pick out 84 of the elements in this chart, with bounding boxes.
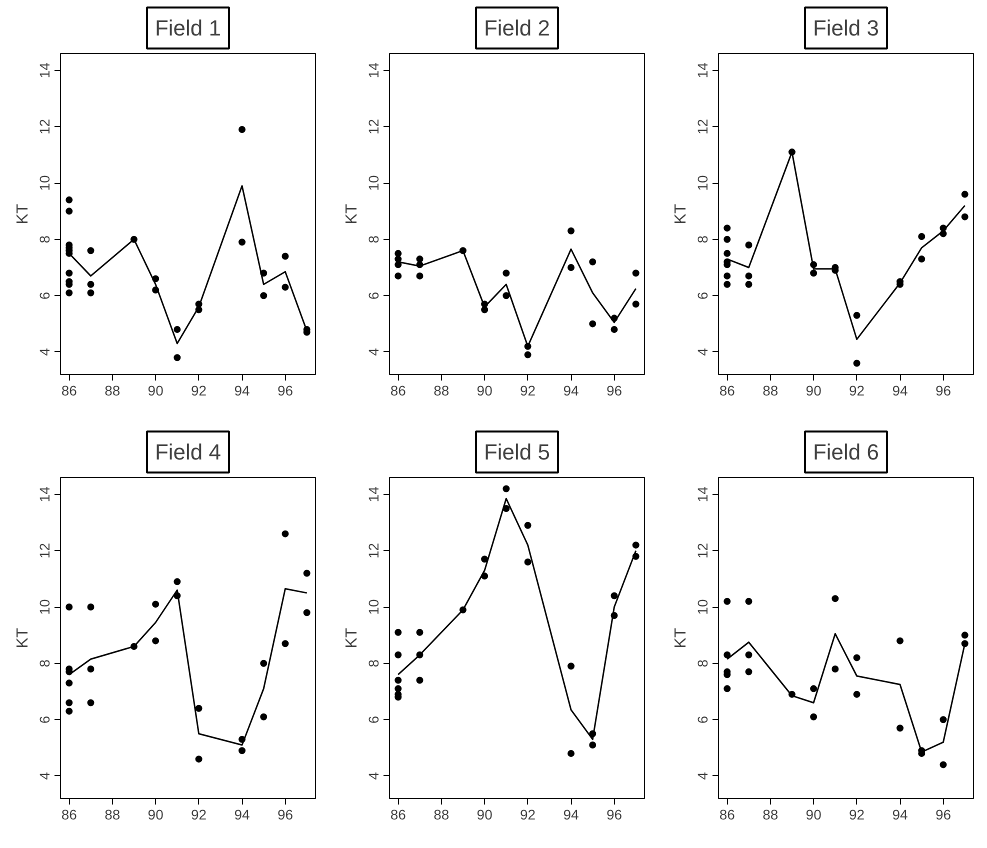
y-tick-label: 10 [36,175,52,191]
x-tick-label: 94 [563,806,580,822]
y-tick-label: 12 [36,118,52,134]
y-tick-label: 4 [36,348,52,356]
x-tick-label: 94 [892,806,908,822]
y-tick-label: 8 [36,235,52,244]
x-tick-label: 86 [61,382,78,398]
x-tick-label: 92 [520,806,536,822]
x-tick-label: 94 [892,382,908,398]
x-tick-label: 92 [191,806,207,822]
x-tick-label: 88 [434,806,450,822]
y-tick-label: 4 [366,348,382,356]
x-tick-label: 90 [806,806,822,822]
chart-title: Field 5 [484,440,550,464]
y-tick-label: 4 [694,348,710,356]
x-tick-label: 96 [606,806,622,822]
x-tick-label: 96 [277,382,294,398]
y-axis-title: KT [14,204,32,224]
x-tick-label: 92 [520,382,536,398]
y-axis-title: KT [344,628,360,648]
chart-title: Field 4 [154,440,222,464]
x-tick-label: 90 [148,382,164,398]
x-tick-label: 90 [148,806,164,822]
y-tick-label: 10 [366,599,382,615]
y-tick-label: 8 [694,235,710,244]
y-axis-title: KT [344,204,360,224]
y-tick-label: 6 [694,292,710,300]
y-tick-label: 12 [694,118,710,134]
x-tick-label: 90 [806,382,822,398]
x-tick-label: 96 [277,806,294,822]
y-tick-label: 8 [366,659,382,668]
y-tick-label: 8 [36,659,52,668]
y-tick-label: 14 [36,62,52,78]
y-tick-label: 8 [366,235,382,244]
y-tick-label: 8 [694,659,710,668]
x-tick-label: 88 [104,806,120,822]
y-tick-label: 6 [694,716,710,724]
x-tick-label: 88 [762,382,778,398]
x-tick-label: 90 [476,806,493,822]
y-tick-label: 4 [694,772,710,780]
x-tick-label: 88 [104,382,120,398]
x-tick-label: 86 [719,382,736,398]
chart-title: Field 6 [812,440,880,464]
y-tick-label: 10 [366,175,382,191]
y-tick-label: 10 [36,599,52,615]
chart-title: Field 3 [812,16,880,40]
y-axis-title: KT [14,628,32,648]
y-tick-label: 12 [694,542,710,558]
y-tick-label: 6 [366,716,382,724]
x-tick-label: 94 [234,806,250,822]
chart-title: Field 2 [484,16,550,40]
y-tick-label: 12 [36,542,52,558]
chart-title: Field 1 [154,16,222,40]
x-tick-label: 92 [849,382,865,398]
y-axis-title: KT [672,204,690,224]
y-axis-title: KT [672,628,690,648]
y-tick-label: 6 [36,292,52,300]
x-tick-label: 96 [935,382,952,398]
x-tick-label: 96 [935,806,952,822]
x-tick-label: 86 [390,382,406,398]
y-tick-label: 12 [366,542,382,558]
x-tick-label: 94 [563,382,580,398]
y-tick-label: 14 [366,62,382,78]
x-tick-label: 86 [390,806,406,822]
x-tick-label: 92 [849,806,865,822]
y-tick-label: 10 [694,599,710,615]
x-tick-label: 94 [234,382,250,398]
x-tick-label: 88 [762,806,778,822]
x-tick-label: 86 [719,806,736,822]
y-tick-label: 14 [694,486,710,502]
y-tick-label: 14 [366,486,382,502]
x-tick-label: 86 [61,806,78,822]
y-tick-label: 14 [694,62,710,78]
y-tick-label: 10 [694,175,710,191]
y-tick-label: 12 [366,118,382,134]
y-tick-label: 4 [366,772,382,780]
x-tick-label: 96 [606,382,622,398]
x-tick-label: 90 [476,382,493,398]
y-tick-label: 6 [366,292,382,300]
y-tick-label: 14 [36,486,52,502]
y-tick-label: 4 [36,772,52,780]
x-tick-label: 88 [434,382,450,398]
y-tick-label: 6 [36,716,52,724]
x-tick-label: 92 [191,382,207,398]
